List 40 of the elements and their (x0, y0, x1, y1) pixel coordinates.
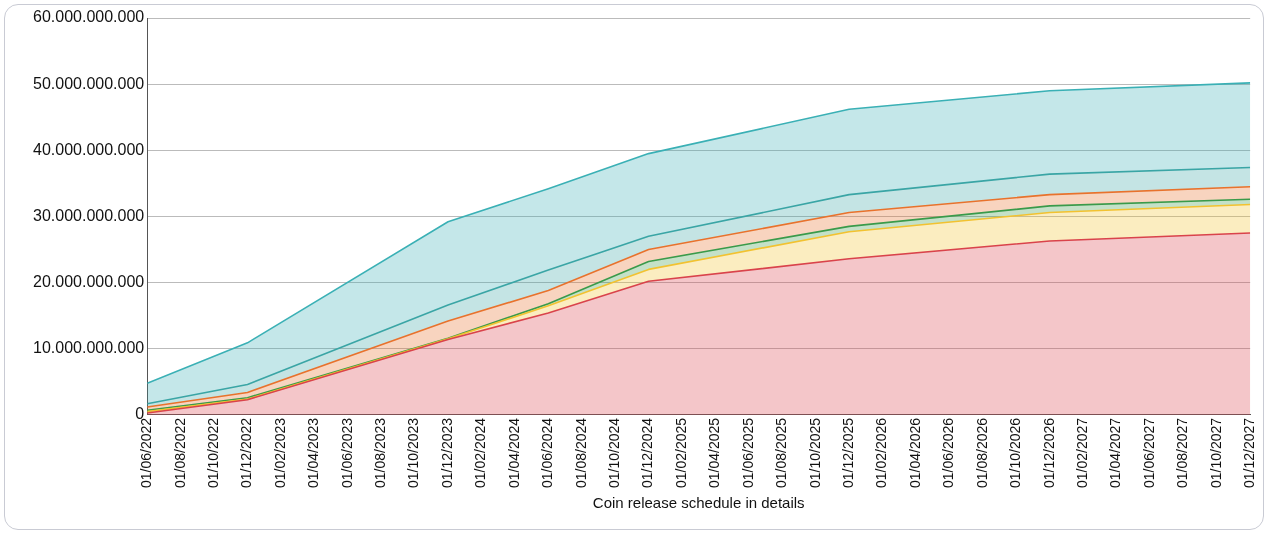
x-tick-label: 01/12/2026 (1040, 417, 1057, 489)
x-tick-label: 01/10/2023 (405, 417, 422, 489)
x-tick-label: 01/08/2027 (1174, 417, 1191, 489)
x-tick-label: 01/12/2022 (238, 417, 255, 489)
x-tick-label: 01/02/2026 (873, 417, 890, 489)
x-tick-label: 01/08/2023 (372, 417, 389, 489)
x-axis-title: Coin release schedule in details (592, 494, 805, 512)
x-tick-label: 01/08/2024 (572, 417, 589, 489)
x-tick-label: 01/06/2026 (940, 417, 957, 489)
x-tick-label: 01/04/2026 (906, 417, 923, 489)
y-tick-label: 40.000.000.000 (33, 140, 145, 158)
x-tick-label: 01/10/2022 (204, 417, 221, 489)
x-tick-label: 01/10/2024 (606, 417, 623, 489)
x-tick-label: 01/02/2027 (1073, 417, 1090, 489)
x-tick-label: 01/10/2026 (1007, 417, 1024, 489)
x-tick-label: 01/12/2024 (639, 417, 656, 489)
y-tick-label: 10.000.000.000 (33, 339, 145, 357)
x-tick-label: 01/06/2024 (539, 417, 556, 489)
y-tick-label: 50.000.000.000 (33, 74, 145, 92)
x-tick-label: 01/02/2024 (472, 417, 489, 489)
x-tick-label: 01/02/2023 (271, 417, 288, 489)
x-tick-label: 01/12/2025 (839, 417, 856, 489)
x-tick-label: 01/06/2025 (739, 417, 756, 489)
x-tick-label: 01/06/2027 (1140, 417, 1157, 489)
y-tick-label: 30.000.000.000 (33, 206, 145, 224)
y-tick-label: 20.000.000.000 (33, 273, 145, 291)
x-tick-label: 01/08/2022 (171, 417, 188, 489)
x-tick-label: 01/10/2025 (806, 417, 823, 489)
x-tick-label: 01/04/2024 (505, 417, 522, 489)
x-tick-label: 01/08/2025 (773, 417, 790, 489)
x-tick-label: 01/04/2023 (305, 417, 322, 489)
x-tick-label: 01/12/2023 (438, 417, 455, 489)
x-tick-label: 01/10/2027 (1207, 417, 1224, 489)
x-tick-label: 01/04/2025 (706, 417, 723, 489)
x-tick-label: 01/06/2023 (338, 417, 355, 489)
x-tick-label: 01/08/2026 (973, 417, 990, 489)
x-tick-label: 01/02/2025 (672, 417, 689, 489)
x-tick-label: 01/04/2027 (1107, 417, 1124, 489)
y-tick-label: 60.000.000.000 (33, 8, 145, 26)
x-tick-label: 01/12/2027 (1241, 417, 1258, 489)
